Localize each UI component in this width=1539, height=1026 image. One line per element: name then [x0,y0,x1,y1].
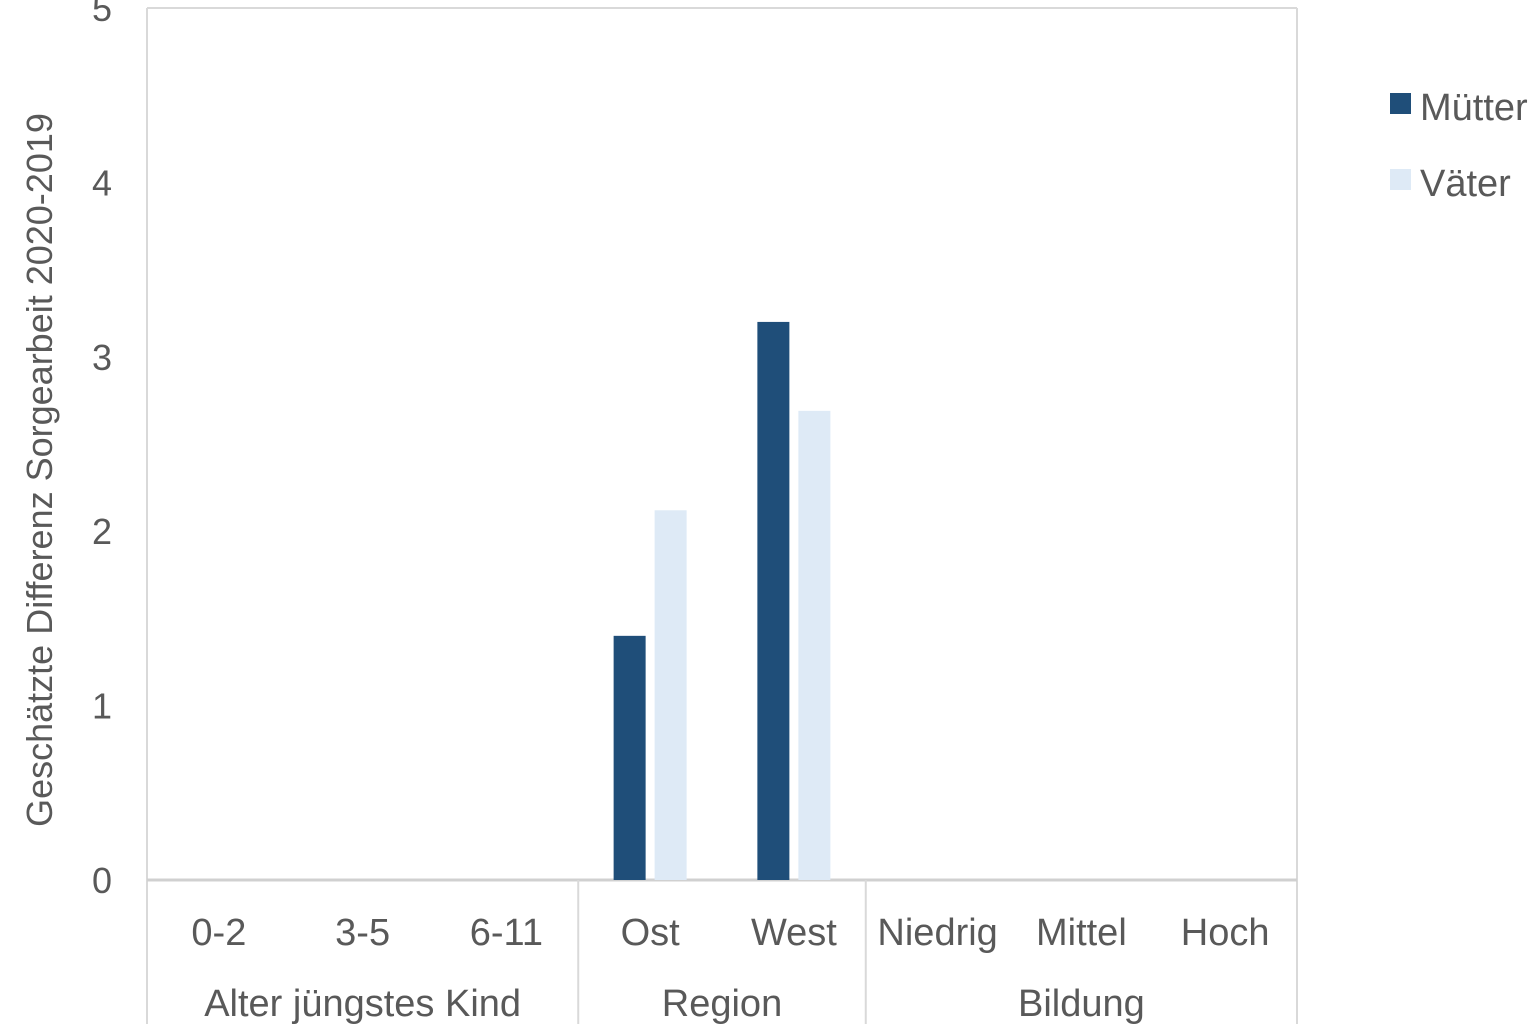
bar-muetter [757,321,790,880]
x-category-label: 0-2 [191,912,246,954]
x-category-label: Mittel [1036,912,1127,954]
y-tick-label: 5 [92,0,112,29]
x-category-label: Hoch [1181,912,1270,954]
bar-muetter [613,635,646,880]
x-category-label: 6-11 [470,912,543,954]
x-axis-category-labels: 0-2 3-5 6-11 Ost West Niedrig Mittel Hoch [191,912,1269,954]
x-category-label: West [751,912,837,954]
y-tick-label: 3 [92,337,112,378]
y-tick-label: 1 [92,686,112,727]
chart-frame [146,7,1298,1024]
bar-vaeter [654,510,687,880]
legend-label: Mütter [1420,87,1528,129]
y-axis-label: Geschätzte Differenz Sorgearbeit 2020-20… [19,113,60,827]
legend-swatch-muetter [1390,93,1411,114]
x-category-label: Ost [621,912,681,954]
y-tick-label: 4 [92,162,112,203]
bars [613,321,831,880]
x-group-label: Bildung [1018,983,1145,1025]
x-axis-group-labels: Alter jüngstes Kind Region Bildung [204,880,1145,1025]
bar-vaeter [798,410,831,880]
legend-swatch-vaeter [1390,169,1411,190]
x-group-label: Region [662,983,782,1025]
x-group-label: Alter jüngstes Kind [204,983,521,1025]
y-axis-ticks: 0 1 2 3 4 5 [92,0,112,901]
x-category-label: 3-5 [335,912,390,954]
x-category-label: Niedrig [877,912,997,954]
legend: Mütter Väter [1390,87,1528,205]
legend-label: Väter [1420,163,1511,205]
y-tick-label: 2 [92,511,112,552]
y-tick-label: 0 [92,860,112,901]
